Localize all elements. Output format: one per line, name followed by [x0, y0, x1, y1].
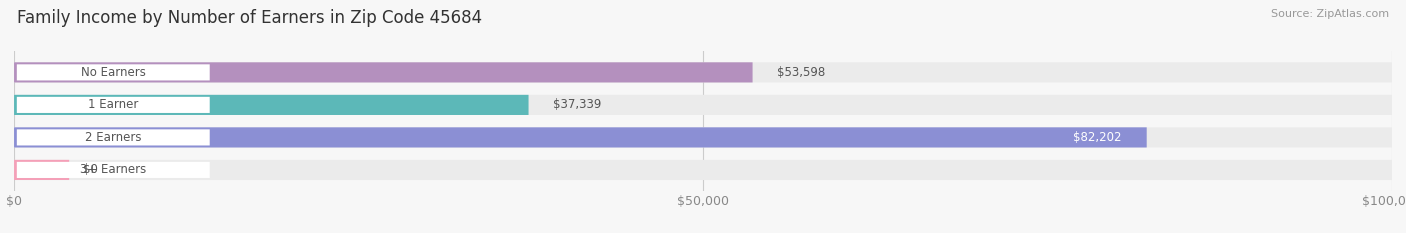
- Text: No Earners: No Earners: [80, 66, 146, 79]
- Text: 3+ Earners: 3+ Earners: [80, 163, 146, 176]
- FancyBboxPatch shape: [14, 160, 69, 180]
- FancyBboxPatch shape: [17, 129, 209, 145]
- FancyBboxPatch shape: [14, 127, 1392, 147]
- FancyBboxPatch shape: [14, 95, 529, 115]
- Text: 2 Earners: 2 Earners: [84, 131, 142, 144]
- FancyBboxPatch shape: [14, 62, 752, 82]
- Text: Family Income by Number of Earners in Zip Code 45684: Family Income by Number of Earners in Zi…: [17, 9, 482, 27]
- FancyBboxPatch shape: [14, 62, 1392, 82]
- Text: $82,202: $82,202: [1073, 131, 1122, 144]
- Text: Source: ZipAtlas.com: Source: ZipAtlas.com: [1271, 9, 1389, 19]
- Text: 1 Earner: 1 Earner: [89, 98, 138, 111]
- FancyBboxPatch shape: [17, 64, 209, 80]
- Text: $37,339: $37,339: [554, 98, 602, 111]
- Text: $0: $0: [83, 163, 98, 176]
- FancyBboxPatch shape: [14, 95, 1392, 115]
- Text: $53,598: $53,598: [778, 66, 825, 79]
- FancyBboxPatch shape: [14, 127, 1147, 147]
- FancyBboxPatch shape: [14, 160, 1392, 180]
- FancyBboxPatch shape: [17, 162, 209, 178]
- FancyBboxPatch shape: [17, 97, 209, 113]
